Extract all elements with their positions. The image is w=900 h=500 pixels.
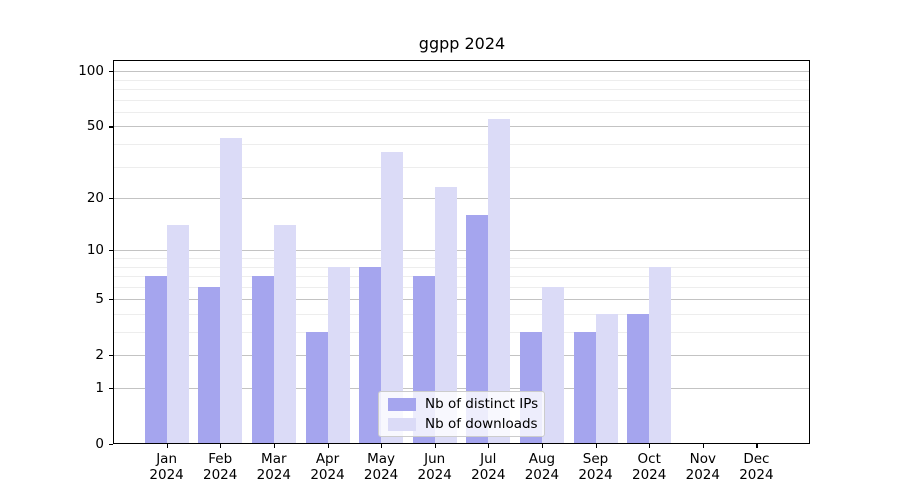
x-tick-label: Jul 2024	[471, 451, 506, 483]
bar-distinct-ips	[251, 276, 274, 444]
bar-downloads	[327, 266, 350, 444]
y-gridline-minor	[113, 258, 810, 259]
bar-downloads	[166, 225, 189, 444]
bar-downloads	[488, 118, 511, 444]
x-tick-mark	[488, 444, 490, 448]
y-gridline-minor	[113, 332, 810, 333]
bar-downloads	[273, 225, 296, 444]
y-tick-label: 1	[95, 380, 104, 396]
bar-distinct-ips	[198, 286, 221, 444]
y-tick-mark	[109, 388, 113, 390]
y-gridline-minor	[113, 276, 810, 277]
x-tick-mark	[595, 444, 597, 448]
x-tick-label: Jan 2024	[149, 451, 184, 483]
legend-swatch-downloads	[388, 417, 416, 431]
y-gridline-major	[113, 126, 810, 128]
x-tick-mark	[649, 444, 651, 448]
y-gridline-minor	[113, 99, 810, 101]
y-tick-label: 5	[95, 291, 104, 308]
bar-downloads	[541, 286, 564, 444]
x-tick-label: Jun 2024	[417, 451, 452, 483]
x-tick-mark	[756, 444, 758, 448]
x-tick-label: Feb 2024	[203, 451, 238, 483]
x-tick-mark	[702, 444, 704, 448]
y-tick-mark	[109, 198, 113, 200]
y-gridline-minor	[113, 79, 810, 81]
x-tick-label: Mar 2024	[256, 451, 291, 483]
chart-title: ggpp 2024	[418, 34, 506, 53]
x-tick-label: Dec 2024	[739, 451, 774, 483]
x-tick-label: May 2024	[363, 451, 399, 483]
x-tick-label: Sep 2024	[578, 451, 613, 483]
y-gridline-major	[113, 250, 810, 252]
bar-downloads	[220, 138, 243, 444]
legend-label-downloads: Nb of downloads	[425, 416, 538, 432]
x-tick-mark	[327, 444, 329, 448]
legend-swatch-distinct-ips	[388, 397, 416, 411]
bar-distinct-ips	[305, 332, 328, 444]
y-gridline-major	[113, 198, 810, 200]
y-gridline-major	[113, 299, 810, 301]
y-tick-mark	[109, 250, 113, 252]
y-tick-mark	[109, 126, 113, 128]
y-tick-mark	[109, 71, 113, 73]
y-tick-label: 0	[95, 436, 104, 452]
y-tick-label: 10	[86, 242, 104, 259]
x-tick-mark	[434, 444, 436, 448]
y-tick-label: 50	[86, 118, 104, 135]
bar-downloads	[381, 152, 404, 444]
y-tick-label: 20	[86, 190, 104, 207]
legend-entry-downloads: Nb of downloads	[388, 416, 538, 432]
bar-downloads	[595, 314, 618, 444]
x-tick-mark	[166, 444, 168, 448]
x-tick-label: Nov 2024	[685, 451, 720, 483]
y-gridline-minor	[113, 266, 810, 268]
x-tick-label: Apr 2024	[310, 451, 345, 483]
y-tick-label: 2	[95, 347, 104, 364]
y-gridline-minor	[113, 89, 810, 90]
bar-distinct-ips	[359, 266, 382, 444]
bar-distinct-ips	[627, 314, 650, 444]
y-gridline-major	[113, 355, 810, 357]
x-tick-mark	[273, 444, 275, 448]
x-tick-mark	[381, 444, 383, 448]
y-tick-label: 100	[78, 63, 104, 80]
bar-downloads	[434, 187, 457, 444]
bar-downloads	[649, 266, 672, 444]
y-tick-mark	[109, 444, 113, 446]
legend: Nb of distinct IPs Nb of downloads	[378, 391, 545, 437]
bar-distinct-ips	[466, 215, 489, 444]
y-gridline-major	[113, 71, 810, 73]
x-tick-mark	[541, 444, 544, 448]
y-gridline-minor	[113, 286, 810, 288]
y-gridline-minor	[113, 111, 810, 113]
y-tick-mark	[109, 355, 113, 357]
x-tick-label: Oct 2024	[632, 451, 667, 483]
y-gridline-major	[113, 388, 810, 389]
y-gridline-minor	[113, 144, 810, 145]
legend-entry-distinct-ips: Nb of distinct IPs	[388, 396, 539, 412]
y-gridline-minor	[113, 166, 810, 168]
x-tick-mark	[220, 444, 222, 448]
bar-distinct-ips	[144, 276, 167, 444]
y-gridline-minor	[113, 314, 810, 315]
y-tick-mark	[109, 299, 113, 301]
legend-label-distinct-ips: Nb of distinct IPs	[425, 396, 539, 412]
bar-distinct-ips	[573, 332, 596, 444]
x-tick-label: Aug 2024	[524, 451, 560, 483]
